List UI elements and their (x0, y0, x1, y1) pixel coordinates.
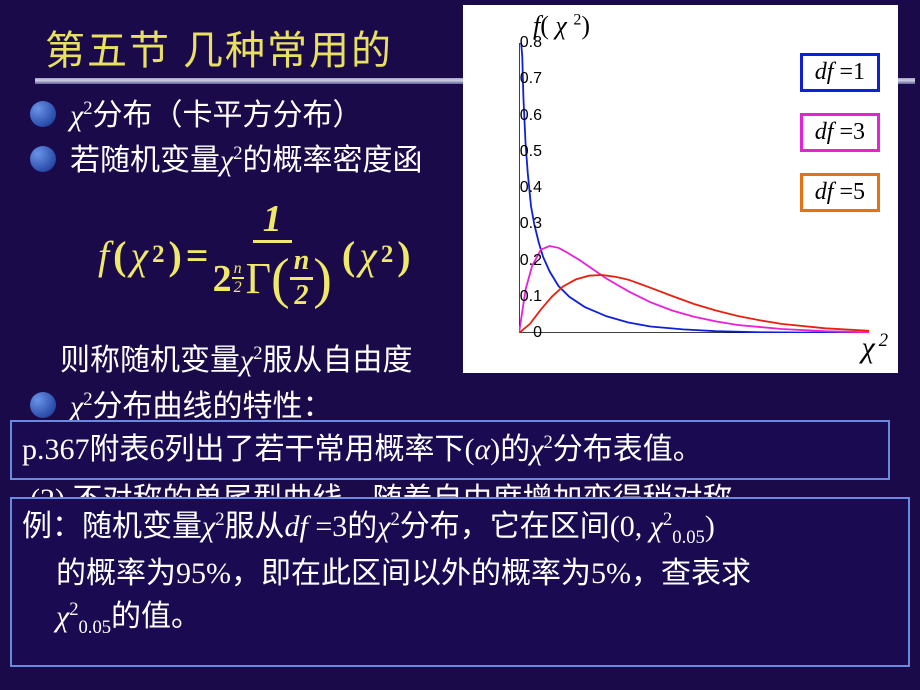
bullet-3-text: 则称随机变量χ2服从自由度 (60, 340, 413, 382)
exp-2: 2 (234, 279, 242, 296)
exponent-frac: n2 (232, 261, 244, 296)
gamma: Γ (246, 257, 271, 301)
text: 的概率密度函 (243, 144, 423, 177)
superscript-2: 2 (69, 599, 78, 620)
x-axis-title: χ2 (862, 330, 889, 365)
chart-inner: f( χ 2) χ2 00.10.20.30.40.50.60.70.8 df … (463, 5, 898, 373)
superscript-2: 2 (152, 241, 164, 269)
chi-symbol: χ (555, 11, 566, 40)
ytick-label: 0.5 (520, 143, 542, 161)
ytick-label: 0.6 (520, 107, 542, 125)
paren-n: n (290, 247, 314, 280)
equals: = (186, 232, 209, 279)
ytick-label: 0.2 (520, 252, 542, 270)
text: 分布，它在区间(0, (400, 510, 650, 543)
text: ) (705, 510, 715, 543)
ytick-label: 0 (533, 324, 542, 342)
chi-symbol: χ (650, 510, 663, 543)
chi-symbol: χ (202, 510, 215, 543)
example-line-1: 例：随机变量χ2服从df =3的χ2分布，它在区间(0, χ20.05) (22, 505, 898, 552)
chi-symbol: χ (70, 99, 83, 132)
alpha-symbol: α (475, 433, 491, 466)
text: 的概率为95%，即在此区间以外的概率为5%，查表求 (56, 557, 751, 590)
paren-open: ( (271, 251, 290, 307)
text: 服从自由度 (263, 344, 413, 377)
paren-frac: n2 (290, 247, 314, 310)
superscript-2: 2 (253, 343, 262, 364)
text: 的值。 (111, 600, 201, 633)
fraction: 1 2n2 Γ(n2) (213, 200, 332, 310)
text: 分布曲线的特性： (93, 390, 333, 423)
denominator: 2n2 Γ(n2) (213, 243, 332, 310)
bullet-icon (30, 101, 56, 127)
formula: f(χ2) = 1 2n2 Γ(n2) (χ2) (98, 200, 411, 310)
overlay-note-2: 例：随机变量χ2服从df =3的χ2分布，它在区间(0, χ20.05) 的概率… (10, 497, 910, 667)
superscript-2: 2 (573, 11, 581, 28)
chi-square-chart: f( χ 2) χ2 00.10.20.30.40.50.60.70.8 df … (463, 5, 898, 373)
ytick-label: 0.8 (520, 34, 542, 52)
bullet-icon (30, 392, 56, 418)
superscript-2: 2 (390, 509, 399, 530)
df-label: df (285, 510, 316, 543)
chi-symbol: χ (530, 433, 543, 466)
text: 若随机变量 (70, 144, 220, 177)
subscript: 0.05 (672, 527, 705, 548)
ytick-label: 0.7 (520, 70, 542, 88)
chi-symbol: χ (70, 390, 83, 423)
ytick-label: 0.4 (520, 179, 542, 197)
text: 分布（卡平方分布） (93, 99, 363, 132)
superscript-2: 2 (83, 98, 92, 119)
subscript: 0.05 (79, 617, 112, 638)
legend-item-df5: df =5 (800, 173, 880, 212)
text: 则称随机变量 (60, 344, 240, 377)
ytick-label: 0.3 (520, 215, 542, 233)
formula-f: f (98, 232, 109, 279)
superscript-2: 2 (663, 509, 672, 530)
slide-title: 第五节 几种常用的 (45, 18, 393, 76)
exp-n: n (232, 261, 244, 279)
text: 分布表值。 (553, 433, 703, 466)
base-2: 2 (213, 260, 232, 298)
chi-symbol: χ (130, 232, 148, 279)
superscript-2: 2 (83, 389, 92, 410)
superscript-2: 2 (233, 143, 242, 164)
bullet-2-text: 若随机变量χ2的概率密度函 (70, 140, 423, 182)
superscript-2: 2 (215, 509, 224, 530)
text: )的 (490, 433, 530, 466)
legend-item-df3: df =3 (800, 113, 880, 152)
superscript-2: 2 (543, 432, 552, 453)
text: 服从 (225, 510, 285, 543)
bullet-2: 若随机变量χ2的概率密度函 (30, 140, 423, 182)
chi-symbol: χ (377, 510, 390, 543)
overlay-note-1: p.367附表6列出了若干常用概率下(α)的χ2分布表值。 (10, 420, 890, 480)
numerator: 1 (253, 200, 292, 243)
chi-symbol: χ (862, 331, 875, 364)
bullet-1: χ2分布（卡平方分布） (30, 95, 363, 137)
chi-symbol: χ (359, 232, 377, 279)
bullet-icon (30, 146, 56, 172)
chi-symbol: χ (220, 144, 233, 177)
paren-close: ) (313, 251, 332, 307)
paren-close: ) (397, 232, 410, 279)
chi-symbol: χ (56, 600, 69, 633)
text: 例：随机变量 (22, 510, 202, 543)
text: =3的 (315, 510, 377, 543)
bullet-1-text: χ2分布（卡平方分布） (70, 95, 363, 137)
slide: 第五节 几种常用的 χ2分布（卡平方分布） 若随机变量χ2的概率密度函 f(χ2… (0, 0, 920, 690)
superscript-2: 2 (381, 241, 393, 269)
example-line-2: 的概率为95%，即在此区间以外的概率为5%，查表求 (22, 552, 898, 596)
legend-item-df1: df =1 (800, 53, 880, 92)
ytick-label: 0.1 (520, 288, 542, 306)
chi-symbol: χ (240, 344, 253, 377)
superscript-2: 2 (879, 330, 888, 351)
paren-2: 2 (294, 280, 308, 310)
example-line-3: χ20.05的值。 (22, 595, 898, 642)
text: p.367附表6列出了若干常用概率下( (22, 433, 475, 466)
